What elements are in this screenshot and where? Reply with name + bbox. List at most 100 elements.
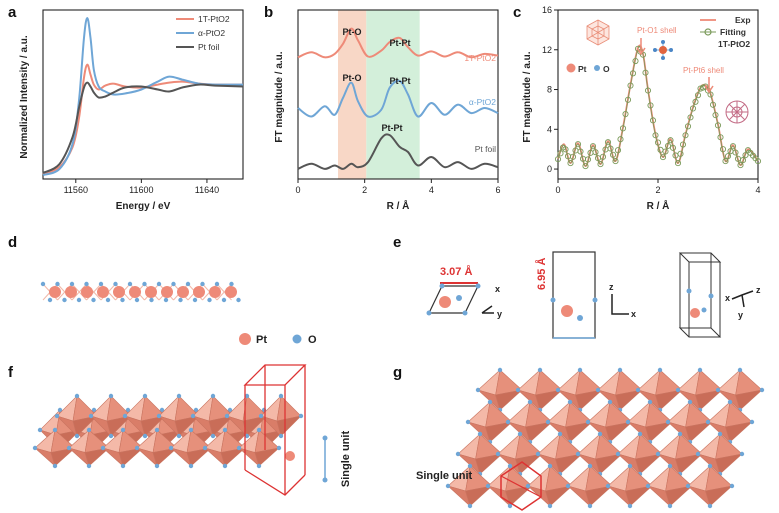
o-atom (86, 427, 92, 433)
fit-marker (714, 122, 722, 129)
x-tick-label: 4 (755, 185, 760, 195)
o-atom (577, 367, 583, 373)
pt-atom (177, 286, 189, 298)
annotation-pt-pt-foil: Pt-Pt (382, 123, 403, 133)
octahedron-face (84, 447, 110, 467)
o-atom (595, 387, 601, 393)
o-atom (154, 427, 160, 433)
o-atom (224, 413, 230, 419)
octahedron-face (118, 447, 144, 467)
legend-o-c: O (603, 64, 610, 74)
o-atom (168, 445, 174, 451)
octahedra-layer-side-view (32, 393, 304, 469)
o-atom (707, 503, 713, 509)
o-atom (163, 297, 169, 303)
panel-a-xlabel: Energy / eV (116, 201, 171, 212)
legend-pt-foil: Pt foil (198, 42, 219, 52)
panel-a-label: a (8, 4, 17, 21)
pt-atom (65, 286, 77, 298)
o-atom (667, 463, 673, 469)
octahedron-face (72, 415, 98, 437)
o-atom (159, 407, 165, 413)
octahedron-face (625, 485, 653, 507)
annotation-pt-pt-alpha: Pt-Pt (390, 76, 411, 86)
o-atom (467, 503, 473, 509)
o-atom (98, 281, 104, 287)
lattice-c-length: 6.95 Å (535, 258, 548, 290)
legend-1t-pto2-c: 1T-PtO2 (718, 39, 750, 49)
fit-marker (739, 157, 747, 164)
single-unit-label-f: Single unit (340, 431, 352, 488)
panel-e: e 3.07 Å x y 6.95 Å z x (393, 234, 761, 339)
legend-fitting: Fitting (720, 27, 746, 37)
panel-a-series (42, 16, 244, 176)
octahedron-face (595, 453, 623, 475)
y-tick-label: 16 (542, 5, 552, 15)
o-atom (495, 451, 501, 457)
y-tick-label: 4 (547, 124, 552, 134)
o-atom (120, 463, 126, 469)
o-atom (485, 483, 491, 489)
octahedron-face (665, 485, 693, 507)
series-line-1 (42, 16, 244, 176)
o-atom (190, 413, 196, 419)
fit-marker (689, 105, 697, 112)
o-atom (627, 503, 633, 509)
o-atom (91, 407, 97, 413)
panel-c-ticks: 0 2 4 0 4 8 12 16 (542, 5, 761, 195)
o-atom (625, 419, 631, 425)
x-tick-label: 11600 (129, 185, 153, 195)
o-atom (525, 483, 531, 489)
fit-marker (707, 91, 714, 98)
fit-marker (737, 162, 744, 169)
o-atom (193, 407, 199, 413)
octahedron-face (615, 389, 643, 411)
o-atom (222, 463, 228, 469)
axis-xyz-icon (731, 290, 754, 308)
legend-exp: Exp (735, 15, 751, 25)
o-atom (278, 433, 284, 439)
o-atom (55, 281, 60, 287)
o-atom (149, 297, 154, 303)
annotation-pt-pt-1t: Pt-Pt (390, 38, 411, 48)
octahedron-face (695, 389, 723, 411)
fit-marker (569, 153, 577, 160)
o-atom (210, 393, 216, 399)
o-atom (188, 427, 194, 433)
panel-c-series (554, 44, 762, 170)
o-atom (517, 431, 523, 437)
o-atom (207, 297, 212, 303)
fit-marker (577, 148, 584, 155)
octahedron-face (186, 447, 212, 467)
legend-alpha-pto2: α-PtO2 (198, 28, 225, 38)
fit-marker (554, 156, 562, 163)
o-atom (54, 413, 60, 419)
o-atom (57, 407, 63, 413)
axis-y-top: y (497, 309, 502, 319)
pt-atom (209, 286, 221, 298)
axis-x-persp: x (725, 293, 730, 303)
fit-marker (742, 152, 749, 159)
o-atom (88, 413, 94, 419)
octahedron-face (140, 415, 166, 437)
legend-pt-atom-icon (239, 333, 251, 345)
x-tick-label: 4 (429, 185, 434, 195)
unit-cell-perspective-view (678, 252, 722, 338)
pt-atom (161, 286, 173, 298)
panel-c-legend: Exp Fitting 1T-PtO2 (700, 15, 751, 49)
pt-atom (193, 286, 205, 298)
x-tick-label: 2 (655, 185, 660, 195)
octahedron-face (254, 447, 280, 467)
o-atom (547, 503, 553, 509)
o-atom (645, 483, 651, 489)
fit-marker (624, 96, 632, 103)
pt-atom (81, 286, 93, 298)
o-atom (176, 393, 182, 399)
o-atom (202, 445, 208, 451)
fit-marker (627, 82, 634, 89)
fit-marker (729, 143, 737, 150)
o-atom (37, 427, 43, 433)
octahedron-face (655, 389, 683, 411)
pt-atom-legend-icon (566, 63, 576, 73)
fit-marker (557, 150, 564, 157)
